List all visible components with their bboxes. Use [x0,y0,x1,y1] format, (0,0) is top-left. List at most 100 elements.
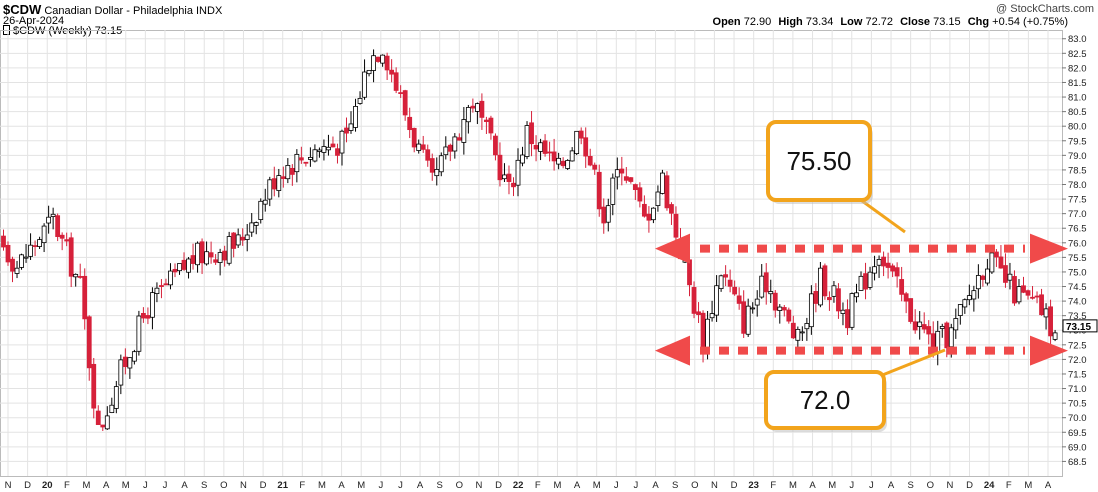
candle-down [497,154,503,181]
candle-down [790,322,796,339]
x-tick-label: S [907,480,913,491]
callout-top-label: 75.50 [786,146,851,176]
y-tick-label: 73.5 [1068,311,1087,322]
candle-down [77,276,83,278]
candle-down [100,424,106,428]
candle-down [587,156,593,166]
candle-down [885,262,891,268]
y-tick-label: 68.5 [1068,457,1087,468]
x-tick-label: D [495,480,502,491]
candle-up [177,263,182,272]
support-line-left-arrow [655,335,690,366]
candle-up [380,54,386,64]
candle-down [691,287,697,314]
resistance-line-right-arrow [1030,233,1068,264]
candle-up [443,146,449,156]
chg-value: +0.54 (+0.75%) [992,16,1068,28]
candle-up [714,285,719,316]
candle-up [754,298,760,306]
candle-down [628,177,634,182]
candle-up [777,306,783,311]
candle-down [781,307,787,311]
candle-down [551,151,557,162]
candle-up [867,271,873,288]
candle-down [240,236,246,241]
candle-up [962,299,968,308]
candle-up [831,285,837,297]
y-tick-label: 81.5 [1068,78,1087,89]
x-tick-label: M [357,480,365,491]
candle-up [434,169,440,177]
candle-down [772,292,778,311]
candle-up [258,200,264,220]
candle-down [1003,265,1008,283]
y-tick-label: 75.5 [1068,253,1087,264]
candle-down [836,288,841,312]
y-tick-label: 78.5 [1068,165,1087,176]
candle-down [479,100,485,118]
candle-up [515,159,521,186]
candle-down [172,268,178,273]
candle-down [402,90,408,116]
candle-up [235,234,241,246]
candle-up [253,222,259,226]
candle-up [307,156,313,160]
candle-up [651,207,656,221]
candle-down [592,164,598,170]
candle-down [222,250,228,261]
candle-up [574,130,580,155]
candle-up [556,157,562,165]
watermark: @ StockCharts.com [996,3,1094,15]
candle-down [163,283,169,286]
candle-down [420,144,426,150]
candle-up [113,386,119,409]
candle-up [984,268,990,284]
candle-down [560,160,566,167]
x-tick-label: D [731,480,738,491]
candle-down [890,265,896,272]
candle-down [1012,276,1017,304]
candle-down [389,69,395,75]
x-tick-label: M [553,480,561,491]
candle-up [709,313,715,319]
candle-down [330,143,336,148]
candle-up [745,305,751,335]
open-label: Open [712,16,741,28]
y-tick-label: 74.5 [1068,282,1087,293]
x-tick-label: J [163,480,168,491]
candle-down [91,363,97,409]
candle-down [55,215,61,237]
candle-up [655,191,661,206]
x-tick-label: A [417,480,424,491]
candle-down [199,241,205,264]
candle-up [262,199,268,205]
y-tick-label: 75.0 [1068,267,1087,278]
x-tick-label: N [5,480,12,491]
candle-down [393,72,399,91]
callout-bottom-leader [879,348,946,378]
candle-up [917,321,923,327]
y-tick-label: 80.0 [1068,122,1087,133]
instrument-name: Canadian Dollar - Philadelphia [44,5,193,17]
candle-down [64,239,70,242]
candle-down [669,204,674,214]
symbol-label: $CDW [3,2,42,17]
candle-up [204,251,209,265]
x-tick-label: J [869,480,874,491]
candle-up [565,160,571,169]
candle-down [384,55,390,71]
x-tick-label: F [535,480,541,491]
y-tick-label: 77.0 [1068,209,1087,220]
candle-down [213,259,219,263]
candle-up [808,293,814,328]
candle-up [294,153,300,173]
candle-down [493,135,498,156]
candle-down [411,127,417,148]
candle-down [912,321,918,331]
candle-down [696,311,701,315]
candle-down [425,149,431,161]
candle-down [5,244,11,263]
y-tick-label: 79.5 [1068,136,1087,147]
callout-bottom-box [764,370,886,430]
candle-up [150,292,155,318]
